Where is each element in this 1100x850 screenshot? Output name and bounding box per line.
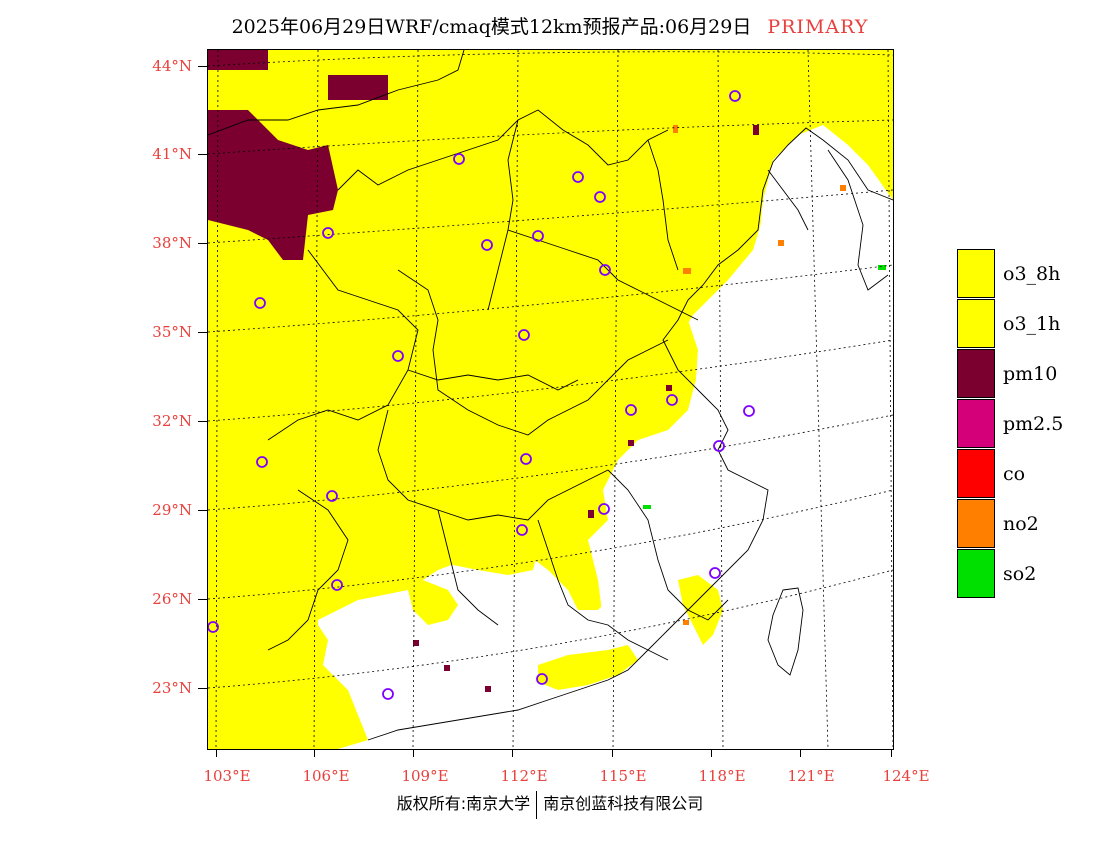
pm10-pixel xyxy=(413,640,419,646)
map-canvas xyxy=(208,50,893,749)
lat-label-32: 32°N xyxy=(152,412,192,430)
o3-region-coast xyxy=(628,50,828,395)
pm10-pixel xyxy=(444,665,450,671)
lon-tick xyxy=(314,749,315,757)
clean-area-east xyxy=(603,125,893,530)
legend-label: no2 xyxy=(1003,513,1039,535)
legend-label: o3_1h xyxy=(1003,313,1061,335)
lon-tick xyxy=(891,749,892,757)
pm10-pixel xyxy=(588,510,594,518)
o3-patch-guangdong xyxy=(538,645,638,690)
lat-label-38: 38°N xyxy=(152,234,192,252)
pm10-patch-top2 xyxy=(328,75,388,100)
lat-tick xyxy=(198,66,207,67)
lon-label-112: 112°E xyxy=(500,767,548,785)
lon-label-109: 109°E xyxy=(401,767,449,785)
o3-patch-fujian xyxy=(678,575,723,645)
legend-swatch xyxy=(957,299,995,348)
footer-divider xyxy=(536,790,538,819)
pm10-pixel xyxy=(485,686,491,692)
pm10-region xyxy=(208,110,338,260)
legend-label: co xyxy=(1003,463,1026,485)
lon-tick xyxy=(612,749,613,757)
pm10-pixel xyxy=(666,385,672,391)
legend-label: so2 xyxy=(1003,563,1037,585)
lon-label-103: 103°E xyxy=(203,767,251,785)
legend-swatch xyxy=(957,349,995,398)
legend-swatch xyxy=(957,549,995,598)
clean-area-south xyxy=(328,445,893,749)
copyright-right: 南京创蓝科技有限公司 xyxy=(543,794,704,813)
so2-pixel xyxy=(878,265,886,270)
o3-region xyxy=(208,50,893,749)
lat-tick xyxy=(198,243,207,244)
lon-tick xyxy=(512,749,513,757)
lat-label-23: 23°N xyxy=(152,679,192,697)
lat-tick xyxy=(198,510,207,511)
legend-swatch xyxy=(957,449,995,498)
lon-label-124: 124°E xyxy=(882,767,930,785)
lon-label-115: 115°E xyxy=(599,767,647,785)
o3-patch-south xyxy=(408,580,458,625)
lon-tick xyxy=(800,749,801,757)
lat-tick xyxy=(198,688,207,689)
legend-label: o3_8h xyxy=(1003,263,1061,285)
city-markers xyxy=(208,90,755,700)
lon-tick xyxy=(216,749,217,757)
lat-tick xyxy=(198,599,207,600)
pm10-pixel xyxy=(628,440,634,446)
legend-swatch xyxy=(957,399,995,448)
lat-label-26: 26°N xyxy=(152,590,192,608)
legend-swatch xyxy=(957,249,995,298)
pm10-patch-top xyxy=(208,50,268,70)
lat-label-41: 41°N xyxy=(152,145,192,163)
map-panel xyxy=(207,49,894,750)
pm10-pixel xyxy=(753,125,759,135)
o3-patch-inland xyxy=(438,520,538,575)
primary-tag: PRIMARY xyxy=(767,16,869,38)
lon-label-121: 121°E xyxy=(787,767,835,785)
lon-tick xyxy=(711,749,712,757)
legend-label: pm2.5 xyxy=(1003,413,1064,435)
no2-pixel xyxy=(683,268,691,274)
no2-pixel xyxy=(840,185,846,191)
lat-label-44: 44°N xyxy=(152,57,192,75)
copyright-left: 版权所有:南京大学 xyxy=(396,794,531,813)
lat-label-35: 35°N xyxy=(152,323,192,341)
lat-tick xyxy=(198,154,207,155)
lon-label-106: 106°E xyxy=(302,767,350,785)
legend-label: pm10 xyxy=(1003,363,1058,385)
no2-pixel xyxy=(673,125,678,133)
lon-label-118: 118°E xyxy=(698,767,746,785)
map-title: 2025年06月29日WRF/cmaq模式12km预报产品:06月29日 PRIM… xyxy=(0,12,1100,39)
lat-tick xyxy=(198,421,207,422)
boundaries xyxy=(208,50,893,741)
copyright-footer: 版权所有:南京大学 南京创蓝科技有限公司 xyxy=(0,790,1100,819)
no2-pixel xyxy=(683,620,689,625)
lat-label-29: 29°N xyxy=(152,501,192,519)
legend-swatch xyxy=(957,499,995,548)
o3-patch-west-south xyxy=(208,610,328,740)
title-text: 2025年06月29日WRF/cmaq模式12km预报产品:06月29日 xyxy=(231,16,752,38)
so2-pixel xyxy=(643,505,651,509)
lat-tick xyxy=(198,332,207,333)
no2-pixel xyxy=(778,240,784,246)
lon-tick xyxy=(413,749,414,757)
